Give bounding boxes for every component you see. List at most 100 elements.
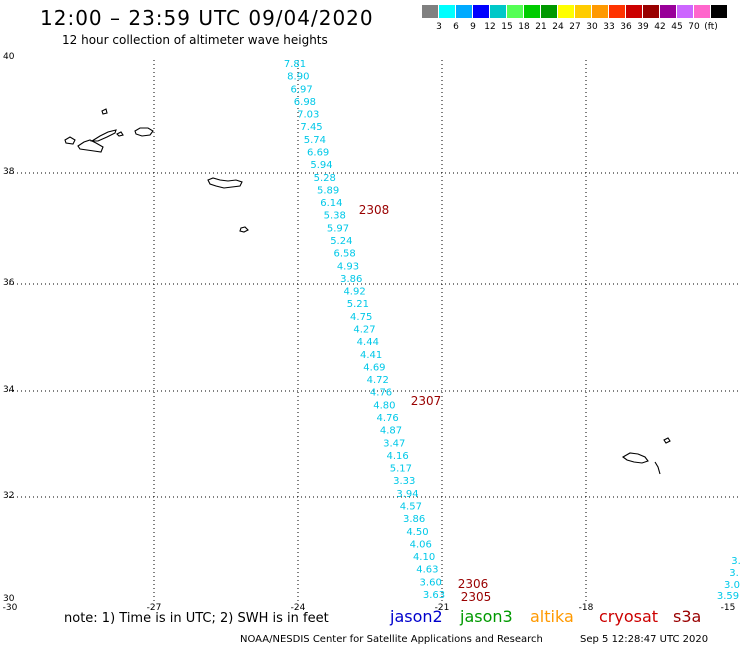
wave-height-value: 6.98 — [294, 97, 316, 108]
pass-time-label: 2307 — [411, 394, 442, 408]
wave-height-value: 3.86 — [403, 514, 425, 525]
wave-height-value: 5.24 — [330, 236, 352, 247]
legend-label: 6 — [453, 22, 459, 32]
wave-height-value: 4.92 — [343, 287, 365, 298]
legend-cryosat: cryosat — [599, 607, 659, 626]
legend-altika: altika — [530, 607, 574, 626]
wave-height-value: 6.97 — [290, 84, 312, 95]
wave-height-value: 4.27 — [353, 325, 375, 336]
legend-swatch — [422, 5, 438, 18]
altimeter-track: 7.81 8.906.97 6.98 7.037.45 5.74 6.695.94 5.28… — [284, 59, 445, 601]
wave-height-value: 7.45 — [300, 122, 322, 133]
legend-s3a: s3a — [673, 607, 702, 626]
legend-swatch — [660, 5, 676, 18]
wave-height-value: 4.80 — [373, 400, 395, 411]
legend-label: 33 — [603, 22, 615, 32]
wave-height-value: 5.89 — [317, 185, 339, 196]
legend-label: 12 — [484, 22, 496, 32]
legend-label: 70 — [688, 22, 700, 32]
wave-height-value: 6.14 — [320, 198, 342, 209]
legend-label: 30 — [586, 22, 598, 32]
coastlines — [64, 108, 671, 475]
longitude-label: -30 — [2, 603, 18, 613]
wave-height-value: 4.10 — [413, 552, 435, 563]
wave-height-value: 5.74 — [304, 135, 326, 146]
wave-height-value: 4.93 — [337, 261, 359, 272]
latitude-label: 40 — [3, 52, 15, 62]
wave-height-value: 3. — [731, 556, 740, 567]
page-title: 12:00 – 23:59 UTC 09/04/2020 — [40, 6, 374, 30]
wave-height-value: 3.47 — [383, 438, 405, 449]
generation-timestamp: Sep 5 12:28:47 UTC 2020 — [580, 634, 709, 645]
legend-swatch — [439, 5, 455, 18]
wave-height-value: 3.94 — [396, 489, 418, 500]
wave-height-value: 7.81 — [284, 59, 306, 70]
wave-height-value: 4.69 — [363, 362, 385, 373]
legend-swatch — [626, 5, 642, 18]
legend-swatch — [541, 5, 557, 18]
legend-swatch — [592, 5, 608, 18]
longitude-label: -18 — [578, 603, 594, 613]
legend-swatch — [490, 5, 506, 18]
island-graciosa — [116, 131, 124, 137]
wave-height-value: 3.60 — [420, 577, 442, 588]
wave-height-value: 3.33 — [393, 476, 415, 487]
pass-time-label: 2308 — [359, 203, 390, 217]
wave-height-value: 5.17 — [390, 464, 412, 475]
color-legend: 3 6 9 12 15 18 21 24 27 30 33 36 39 42 45 70 (ft) — [422, 5, 728, 35]
legend-swatch — [643, 5, 659, 18]
latitude-label: 36 — [3, 278, 15, 288]
longitude-label: -27 — [146, 603, 162, 613]
legend-label: 39 — [637, 22, 649, 32]
legend-swatch — [507, 5, 523, 18]
island-terceira — [134, 127, 154, 137]
wave-height-value: 4.57 — [400, 502, 422, 513]
latitude-label: 30 — [3, 594, 15, 604]
wave-height-value: 5.97 — [327, 223, 349, 234]
longitude-label: -21 — [434, 603, 450, 613]
legend-label: 24 — [552, 22, 564, 32]
wave-height-value: 5.21 — [347, 299, 369, 310]
wave-height-value: 4.44 — [357, 337, 379, 348]
latitude-label: 32 — [3, 491, 15, 501]
wave-height-value: 4.76 — [377, 413, 399, 424]
legend-swatch — [575, 5, 591, 18]
wave-height-value: 3.59 — [717, 591, 739, 602]
wave-height-value: 5.94 — [310, 160, 332, 171]
latitude-label: 34 — [3, 385, 15, 395]
wave-height-value: 3.86 — [340, 274, 362, 285]
pass-time-label: 2305 — [461, 590, 492, 604]
edge-track: 3.3.3.03.59 — [717, 556, 740, 602]
credit-line: NOAA/NESDIS Center for Satellite Applica… — [240, 634, 543, 645]
legend-swatch — [694, 5, 710, 18]
island-corvo — [101, 108, 108, 115]
legend-label: 36 — [620, 22, 632, 32]
legend-label: 45 — [671, 22, 683, 32]
wave-height-value: 3. — [729, 568, 739, 579]
wave-height-value: 8.90 — [287, 72, 309, 83]
longitude-label: -15 — [720, 603, 736, 613]
legend-jason2: jason2 — [390, 607, 443, 626]
island-desertas — [654, 461, 661, 475]
island-sao-miguel — [207, 177, 243, 189]
legend-swatch — [609, 5, 625, 18]
wave-height-value: 4.76 — [370, 388, 392, 399]
legend-swatch — [524, 5, 540, 18]
wave-height-value: 4.75 — [350, 312, 372, 323]
wave-height-value: 6.69 — [307, 148, 329, 159]
legend-swatch — [456, 5, 472, 18]
wave-height-value: 5.28 — [314, 173, 336, 184]
page-subtitle: 12 hour collection of altimeter wave hei… — [62, 33, 328, 47]
legend-swatch — [473, 5, 489, 18]
island-flores — [64, 136, 76, 145]
legend-label: 27 — [569, 22, 581, 32]
legend-label: 3 — [436, 22, 442, 32]
pass-time-label: 2306 — [458, 577, 489, 591]
wave-height-value: 4.06 — [410, 539, 432, 550]
wave-height-value: 7.03 — [297, 110, 319, 121]
footnote: note: 1) Time is in UTC; 2) SWH is in fe… — [64, 611, 329, 626]
wave-height-value: 3.63 — [423, 590, 445, 601]
island-madeira — [622, 452, 649, 464]
